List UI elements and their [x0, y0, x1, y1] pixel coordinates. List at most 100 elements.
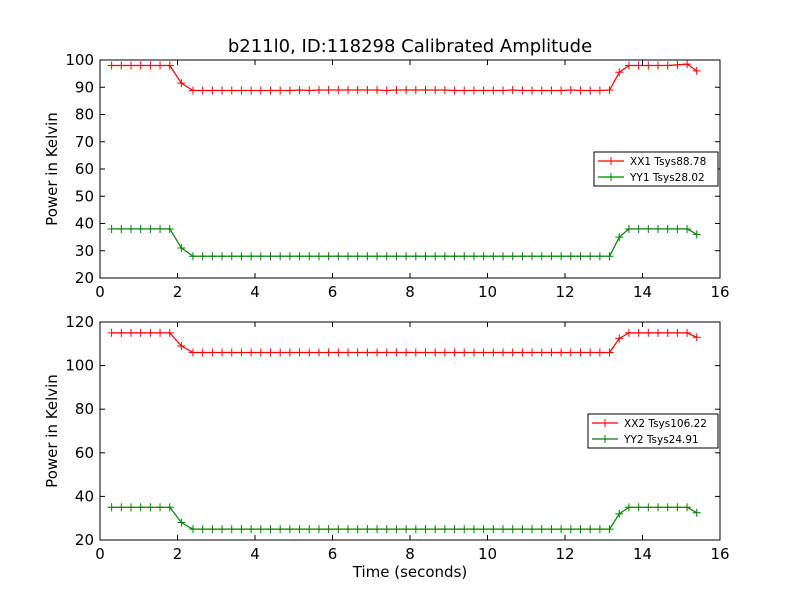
y-tick-label: 80	[75, 106, 94, 124]
data-point	[421, 525, 430, 534]
bottom-panel: 0 2 4 6 8 10 12 14 16 20 40 60 80 100 120 Power in Kelv…	[43, 313, 730, 563]
data-point	[624, 503, 633, 512]
data-point	[334, 525, 343, 534]
data-point	[469, 252, 478, 261]
series-xx	[107, 60, 701, 95]
data-point	[276, 252, 285, 261]
data-point	[285, 525, 294, 534]
data-point	[156, 328, 165, 337]
y-tick-label: 20	[75, 269, 94, 287]
data-point	[266, 525, 275, 534]
x-tick-label: 0	[95, 545, 105, 563]
data-point	[489, 86, 498, 95]
data-point	[334, 252, 343, 261]
data-point	[440, 348, 449, 357]
data-point	[344, 85, 352, 94]
data-point	[634, 328, 643, 337]
data-point	[392, 348, 401, 357]
data-point	[363, 525, 372, 534]
data-point	[576, 252, 585, 261]
data-point	[692, 333, 701, 342]
data-point	[566, 525, 575, 534]
data-point	[586, 252, 595, 261]
series-line	[111, 506, 698, 530]
data-point	[208, 86, 217, 95]
legend-label: XX2 Tsys106.22	[624, 418, 707, 430]
data-point	[644, 224, 653, 233]
legend-entry: XX1 Tsys88.78	[598, 156, 706, 168]
data-point	[324, 85, 333, 94]
top-panel: 0 2 4 6 8 10 12 14 16 20 30 40 50 60 70 80 90 100 Power in…	[43, 51, 730, 301]
data-point	[537, 86, 546, 95]
data-point	[411, 348, 420, 357]
data-point	[276, 86, 285, 95]
data-point	[654, 61, 662, 70]
series-xx	[107, 328, 701, 357]
data-point	[663, 224, 672, 233]
data-point	[673, 60, 682, 69]
data-point	[324, 525, 333, 534]
legend-marker	[607, 157, 615, 165]
data-point	[266, 252, 275, 261]
data-point	[654, 328, 662, 337]
data-point	[595, 86, 604, 95]
data-point	[189, 86, 197, 95]
data-point	[692, 508, 701, 517]
data-point	[373, 348, 382, 357]
data-point	[479, 86, 488, 95]
data-point	[557, 86, 566, 95]
data-point	[557, 252, 566, 261]
data-point	[683, 328, 692, 337]
x-tick-label: 4	[250, 545, 260, 563]
data-point	[489, 525, 498, 534]
data-point	[673, 328, 682, 337]
data-point	[256, 86, 265, 95]
data-point	[634, 503, 643, 512]
data-point	[411, 252, 420, 261]
data-point	[165, 328, 174, 337]
x-tick-label: 12	[555, 283, 574, 301]
data-point	[692, 66, 701, 75]
data-point	[392, 85, 401, 94]
series-line	[111, 63, 698, 92]
data-point	[615, 233, 624, 242]
data-point	[156, 503, 165, 512]
x-tick-label: 6	[328, 545, 338, 563]
x-axis-label: Time (seconds)	[352, 563, 468, 581]
y-tick-label: 60	[75, 160, 94, 178]
data-point	[305, 348, 314, 357]
data-point	[566, 85, 575, 94]
data-point	[469, 525, 478, 534]
data-point	[353, 252, 362, 261]
data-point	[518, 86, 527, 95]
x-tick-label: 8	[405, 283, 415, 301]
data-point	[363, 348, 372, 357]
y-tick-label: 100	[65, 51, 94, 69]
data-point	[373, 252, 382, 261]
data-point	[421, 348, 430, 357]
data-point	[402, 85, 411, 94]
data-point	[107, 61, 116, 70]
data-point	[237, 525, 246, 534]
data-point	[276, 348, 285, 357]
data-point	[605, 85, 614, 94]
data-point	[460, 86, 469, 95]
data-point	[305, 252, 314, 261]
data-point	[198, 348, 207, 357]
data-point	[266, 348, 275, 357]
data-point	[624, 61, 633, 70]
y-tick-label: 40	[75, 487, 94, 505]
data-point	[576, 525, 585, 534]
y-tick-label: 20	[75, 531, 94, 549]
y-tick-label: 70	[75, 133, 94, 151]
data-point	[644, 328, 653, 337]
data-point	[146, 328, 155, 337]
data-point	[518, 348, 527, 357]
x-tick-label: 0	[95, 283, 105, 301]
data-point	[499, 86, 507, 95]
data-point	[402, 525, 411, 534]
data-point	[363, 85, 372, 94]
data-point	[576, 86, 585, 95]
data-point	[440, 525, 449, 534]
data-point	[595, 525, 604, 534]
